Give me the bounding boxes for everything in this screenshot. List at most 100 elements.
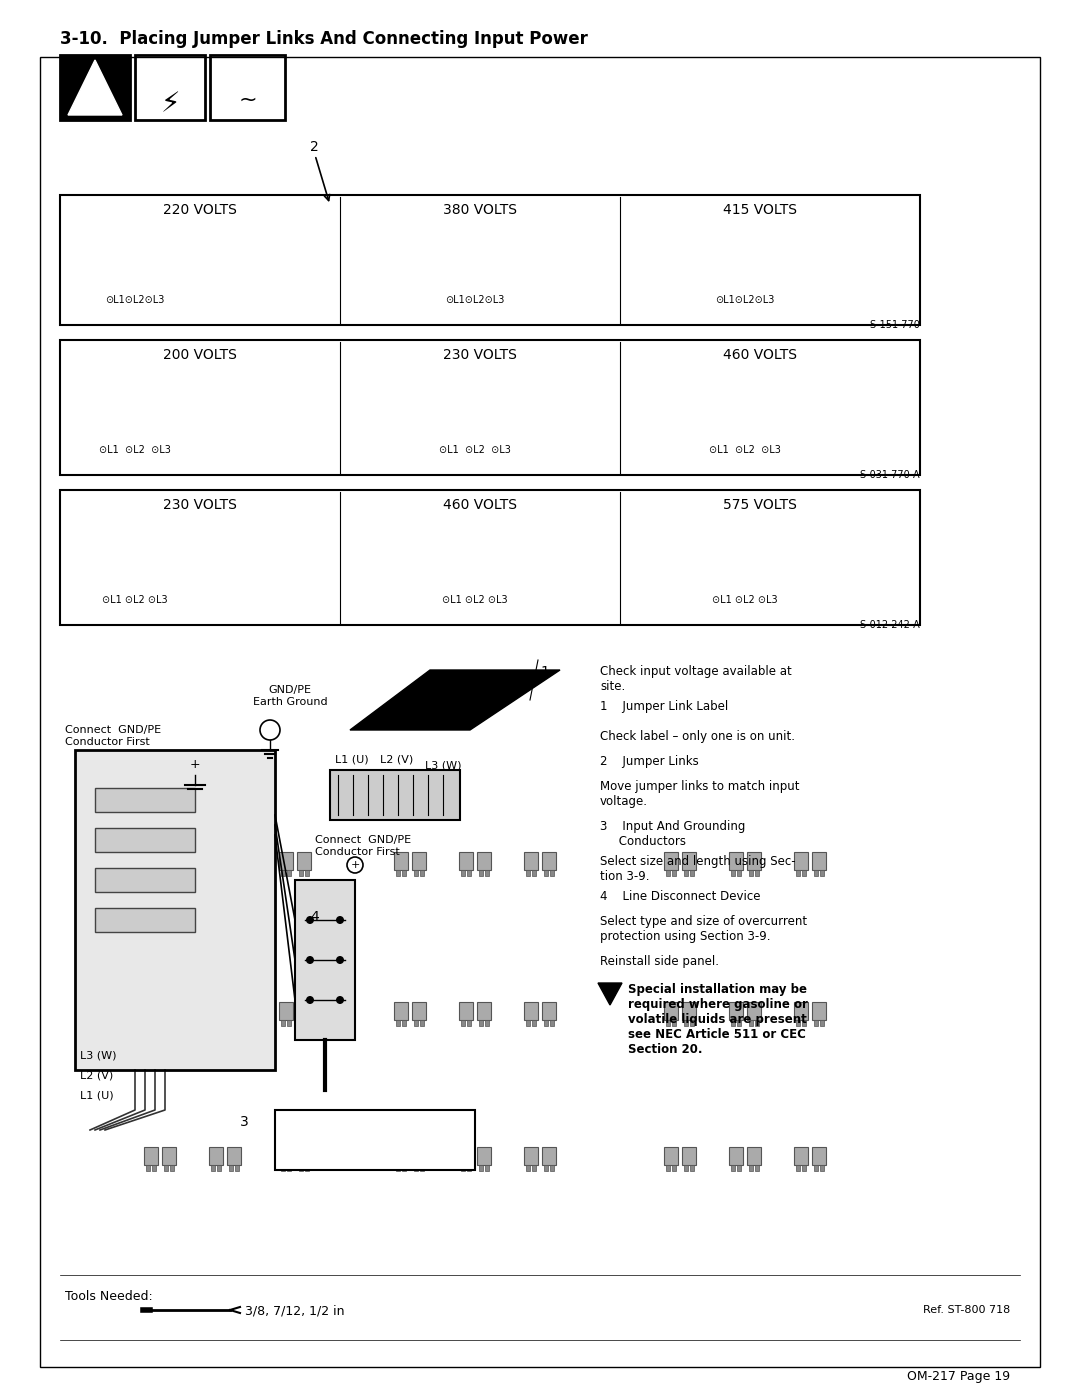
Bar <box>420 1020 424 1025</box>
Text: L2 (V): L2 (V) <box>80 1070 113 1080</box>
Bar <box>666 1165 670 1171</box>
Bar <box>526 1165 530 1171</box>
Bar <box>544 1165 548 1171</box>
Bar <box>75 750 275 1070</box>
Bar <box>542 1002 556 1020</box>
Bar <box>729 1147 743 1165</box>
Text: Select type and size of overcurrent
protection using Section 3-9.: Select type and size of overcurrent prot… <box>600 915 807 943</box>
Bar <box>394 1147 408 1165</box>
Text: +: + <box>190 759 200 771</box>
Bar <box>796 1165 800 1171</box>
Bar <box>297 1002 311 1020</box>
Bar <box>162 1147 176 1165</box>
Bar <box>461 870 465 876</box>
Bar <box>690 1020 694 1025</box>
Polygon shape <box>598 983 622 1004</box>
Bar <box>672 1020 676 1025</box>
Bar <box>459 852 473 870</box>
Bar <box>681 1147 696 1165</box>
Text: 230 VOLTS: 230 VOLTS <box>163 497 237 511</box>
Bar <box>330 770 460 820</box>
Bar <box>485 870 489 876</box>
Text: ⊙L1⊙L2⊙L3: ⊙L1⊙L2⊙L3 <box>106 295 164 305</box>
Bar <box>812 1147 826 1165</box>
Bar <box>420 870 424 876</box>
Bar <box>95 788 195 812</box>
Bar <box>532 1020 536 1025</box>
Bar <box>229 1020 233 1025</box>
Text: ▲: ▲ <box>606 983 616 996</box>
Bar <box>164 1165 168 1171</box>
Text: 4    Line Disconnect Device: 4 Line Disconnect Device <box>600 890 760 902</box>
Bar <box>152 1165 156 1171</box>
Text: ⚡: ⚡ <box>160 89 179 117</box>
Text: Special installation may be
required where gasoline or
volatile liquids are pres: Special installation may be required whe… <box>627 983 808 1056</box>
Bar <box>672 870 676 876</box>
Bar <box>95 868 195 893</box>
Bar <box>684 870 688 876</box>
Text: 1    Jumper Link Label: 1 Jumper Link Label <box>600 700 728 712</box>
Bar <box>729 1002 743 1020</box>
Bar <box>275 1111 475 1171</box>
Bar <box>796 870 800 876</box>
Text: ⊙L1 ⊙L2 ⊙L3: ⊙L1 ⊙L2 ⊙L3 <box>712 595 778 605</box>
Text: 3: 3 <box>240 1115 248 1129</box>
Bar <box>477 852 491 870</box>
Bar <box>459 1002 473 1020</box>
Bar <box>755 870 759 876</box>
Text: 460 VOLTS: 460 VOLTS <box>723 348 797 362</box>
Bar <box>812 1002 826 1020</box>
Bar <box>731 870 735 876</box>
Bar <box>461 1165 465 1171</box>
Bar <box>229 1165 233 1171</box>
Text: 220 VOLTS: 220 VOLTS <box>163 203 237 217</box>
Text: S-012 242-A: S-012 242-A <box>861 620 920 630</box>
Bar <box>524 1002 538 1020</box>
Text: 4: 4 <box>310 909 319 923</box>
Bar <box>170 1020 174 1025</box>
Bar <box>287 870 291 876</box>
Bar <box>146 870 150 876</box>
Bar <box>281 870 285 876</box>
Bar <box>144 852 158 870</box>
Bar <box>681 1002 696 1020</box>
Bar <box>152 870 156 876</box>
Text: S-031 770-A: S-031 770-A <box>861 469 920 481</box>
Bar <box>684 1165 688 1171</box>
Text: ⊙L1  ⊙L2  ⊙L3: ⊙L1 ⊙L2 ⊙L3 <box>710 446 781 455</box>
Bar <box>544 870 548 876</box>
Bar <box>690 870 694 876</box>
Text: L3 (W): L3 (W) <box>80 1051 117 1060</box>
Bar <box>411 1002 426 1020</box>
Bar <box>467 1165 471 1171</box>
Bar <box>750 1020 753 1025</box>
Bar <box>170 1165 174 1171</box>
Circle shape <box>336 996 345 1004</box>
Bar <box>820 870 824 876</box>
Bar <box>281 1020 285 1025</box>
Bar <box>146 1020 150 1025</box>
Bar <box>524 852 538 870</box>
Text: ⊙L1  ⊙L2  ⊙L3: ⊙L1 ⊙L2 ⊙L3 <box>440 446 511 455</box>
Bar <box>217 1020 221 1025</box>
Circle shape <box>336 916 345 923</box>
Bar <box>794 1002 808 1020</box>
Bar <box>814 870 818 876</box>
Bar <box>60 54 130 120</box>
Bar <box>305 1020 309 1025</box>
Text: Connect  GND/PE
Conductor First: Connect GND/PE Conductor First <box>315 835 411 856</box>
Bar <box>146 1165 150 1171</box>
Bar <box>402 1020 406 1025</box>
Bar <box>414 1165 418 1171</box>
Bar <box>235 1165 239 1171</box>
Bar <box>544 1020 548 1025</box>
Bar <box>164 1020 168 1025</box>
Circle shape <box>336 956 345 964</box>
Bar <box>299 1020 303 1025</box>
Bar <box>480 870 483 876</box>
Bar <box>227 1002 241 1020</box>
Bar <box>95 828 195 852</box>
Bar <box>664 1147 678 1165</box>
Bar <box>684 1020 688 1025</box>
Bar <box>480 1165 483 1171</box>
